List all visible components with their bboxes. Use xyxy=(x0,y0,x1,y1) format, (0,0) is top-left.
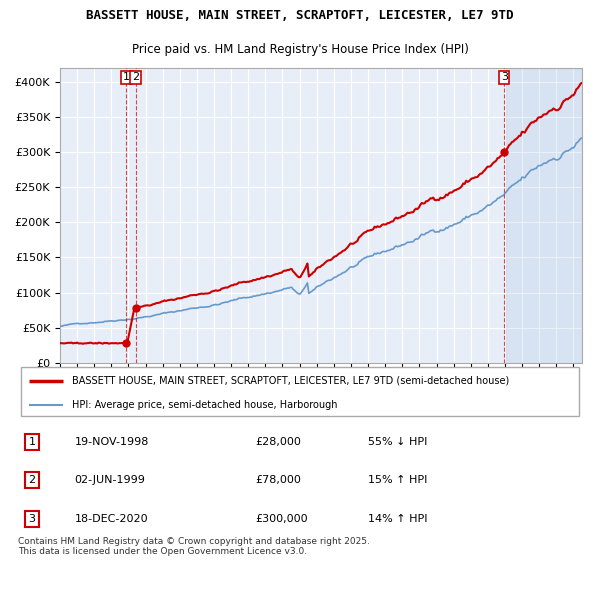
Text: BASSETT HOUSE, MAIN STREET, SCRAPTOFT, LEICESTER, LE7 9TD (semi-detached house): BASSETT HOUSE, MAIN STREET, SCRAPTOFT, L… xyxy=(71,376,509,386)
Text: HPI: Average price, semi-detached house, Harborough: HPI: Average price, semi-detached house,… xyxy=(71,400,337,410)
Text: 3: 3 xyxy=(29,514,35,524)
Text: £28,000: £28,000 xyxy=(255,437,301,447)
Text: £300,000: £300,000 xyxy=(255,514,308,524)
Text: Price paid vs. HM Land Registry's House Price Index (HPI): Price paid vs. HM Land Registry's House … xyxy=(131,44,469,57)
Text: 1: 1 xyxy=(123,72,130,82)
Text: 55% ↓ HPI: 55% ↓ HPI xyxy=(368,437,427,447)
Text: 1: 1 xyxy=(29,437,35,447)
Text: 14% ↑ HPI: 14% ↑ HPI xyxy=(368,514,427,524)
Text: 2: 2 xyxy=(29,475,35,485)
Text: 02-JUN-1999: 02-JUN-1999 xyxy=(74,475,145,485)
Text: £78,000: £78,000 xyxy=(255,475,301,485)
Text: 3: 3 xyxy=(501,72,508,82)
Text: BASSETT HOUSE, MAIN STREET, SCRAPTOFT, LEICESTER, LE7 9TD: BASSETT HOUSE, MAIN STREET, SCRAPTOFT, L… xyxy=(86,9,514,22)
Text: 2: 2 xyxy=(132,72,139,82)
FancyBboxPatch shape xyxy=(21,368,579,417)
Text: 19-NOV-1998: 19-NOV-1998 xyxy=(74,437,149,447)
Text: Contains HM Land Registry data © Crown copyright and database right 2025.
This d: Contains HM Land Registry data © Crown c… xyxy=(18,537,370,556)
Text: 15% ↑ HPI: 15% ↑ HPI xyxy=(368,475,427,485)
Text: 18-DEC-2020: 18-DEC-2020 xyxy=(74,514,148,524)
